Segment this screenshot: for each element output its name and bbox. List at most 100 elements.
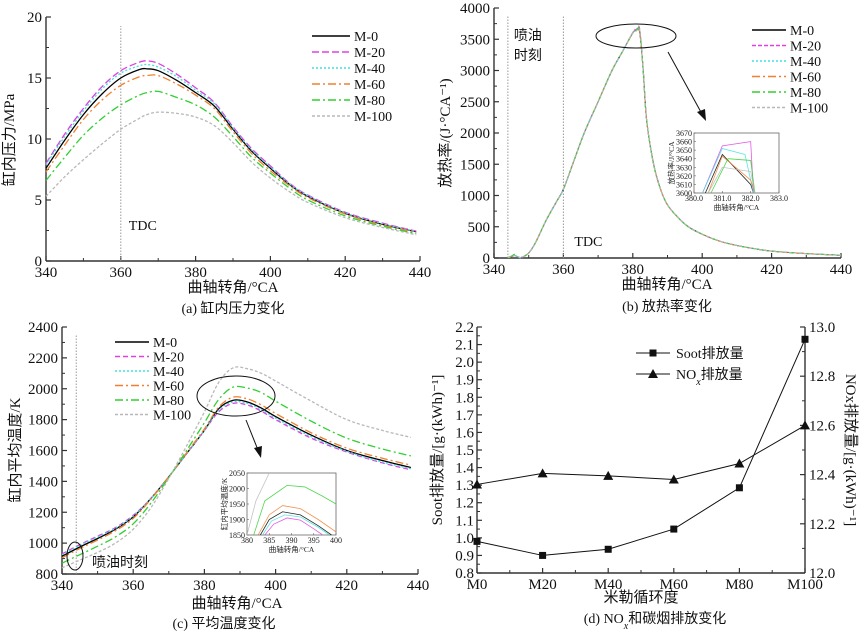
panel-b-ytick-label: 4000 (460, 1, 490, 17)
panel-b-inset-series-m-20 (702, 141, 754, 193)
panel-d-ytick-left-label: 1.6 (455, 425, 474, 441)
panel-c-series-m-80 (61, 385, 412, 564)
panel-d-nox-point (734, 458, 745, 468)
panel-b-ytick-label: 1000 (460, 189, 490, 205)
panel-c-legend-label: M-20 (153, 351, 184, 366)
panel-c-legend-label: M-80 (153, 394, 184, 409)
panel-c-legend-label: M-100 (153, 409, 191, 424)
panel-b-arrow-head (697, 109, 706, 121)
panel-c-inset-series-m-40 (262, 514, 330, 535)
panel-d-ytick-left-label: 1.7 (455, 408, 474, 424)
panel-a-xtick-label: 400 (259, 265, 282, 281)
panel-b-legend-label: M-20 (790, 40, 821, 55)
panel-d-legend-nox-sub: x (695, 377, 701, 388)
panel-d-xtick-label: M80 (725, 577, 753, 593)
panel-b-ytick-label: 2000 (460, 126, 490, 142)
panel-c-inset-ytick-label: 1950 (229, 500, 245, 509)
panel-c-ytick-label: 2200 (28, 351, 58, 367)
panel-a-series-m-60 (45, 74, 417, 233)
panel-d-nox-point (800, 420, 810, 430)
panel-c-inset-xtick-label: 390 (286, 536, 298, 545)
panel-a-ylabel: 缸内压力/MPa (0, 93, 18, 186)
panel-c-caption: (c) 平均温度变化 (172, 616, 275, 632)
panel-c-ytick-label: 1000 (28, 536, 58, 552)
panel-d-legend-marker-soot (649, 349, 657, 357)
panel-b-inset-frame (693, 132, 780, 194)
panel-a-xlabel: 曲轴转角/°CA (187, 279, 278, 296)
panel-c-inset-series-m-100 (247, 473, 270, 535)
panel-a-legend-label: M-40 (354, 62, 385, 77)
panel-b-inset-xtick-label: 382.0 (742, 194, 760, 203)
panel-d-ytick-right-label: 12.8 (809, 369, 835, 385)
panel-c-inset-series-m-0 (260, 511, 332, 535)
panel-d-caption-part2: 和碳烟排放变化 (628, 611, 726, 627)
panel-b-inset-ytick-label: 3620 (676, 172, 692, 181)
panel-c-xtick-label: 340 (51, 578, 74, 594)
panel-d-xtick-label: M60 (660, 577, 688, 593)
panel-d-ytick-right-label: 13.0 (809, 320, 835, 336)
panel-c-xtick-label: 420 (336, 578, 359, 594)
panel-b-inset-ytick-label: 3650 (676, 146, 692, 155)
panel-d-ytick-left-label: 1.0 (455, 531, 474, 547)
panel-b-ytick-label: 500 (468, 220, 491, 236)
panel-b-ytick-label: 3000 (460, 64, 490, 80)
panel-c-ylabel: 缸内平均温度/K (6, 397, 24, 502)
panel-a-ytick-label: 5 (35, 193, 43, 209)
panel-d-nox-point (472, 479, 482, 489)
panel-c-inset-frame (246, 472, 337, 536)
panel-b-ytick-label: 1500 (460, 157, 490, 173)
panel-b-inset-series-m-80 (710, 158, 756, 193)
panel-c-injection-highlight (66, 541, 84, 571)
panel-c-series-m-100 (61, 366, 412, 569)
panel-d-ytick-left-label: 1.5 (455, 443, 474, 459)
panel-d-legend-nox-part2: 排放量 (701, 367, 743, 383)
panel-d-ytick-left-label: 2.0 (455, 355, 474, 371)
panel-d-series-nox (476, 424, 806, 485)
panel-b-inset-series-m-60 (707, 155, 756, 193)
panel-d-ytick-left-label: 1.2 (455, 496, 474, 512)
panel-d-caption-part1: (d) NO (584, 612, 624, 627)
panel-b-xtick-label: 380 (622, 262, 645, 278)
panel-d-ytick-left-label: 1.9 (455, 373, 474, 389)
panel-c-xtick-label: 380 (193, 578, 216, 594)
panel-a-legend-label: M-20 (354, 46, 385, 61)
panel-d-ytick-left-label: 2.2 (455, 320, 474, 336)
panel-c-peak-highlight (196, 375, 276, 417)
panel-b-ytick-label: 2500 (460, 95, 490, 111)
panel-c-xtick-label: 440 (407, 578, 430, 594)
panel-d-soot-point (604, 545, 612, 553)
panel-b-inset-series (702, 141, 756, 193)
panel-b-inset-series-m-40 (702, 147, 754, 193)
panel-c-legend-label: M-40 (153, 365, 184, 380)
panel-c-inset-ylabel: 缸内平均温度/K (219, 477, 229, 530)
panel-a-tdc-label: TDC (129, 219, 157, 234)
panel-d-legend-label-soot: Soot排放量 (676, 346, 744, 362)
panel-c-xtick-label: 400 (264, 578, 287, 594)
panel-d-ytick-right-label: 12.4 (809, 468, 836, 484)
panel-b-ytick-label: 3500 (460, 32, 490, 48)
panel-d-ytick-left-label: 1.3 (455, 478, 474, 494)
panel-a-caption: (a) 缸内压力变化 (181, 300, 284, 317)
panel-b-inset-ytick-label: 3630 (676, 163, 692, 172)
panel-c-arrow-head (254, 446, 262, 458)
panel-b-legend-label: M-0 (790, 24, 814, 39)
panel-b-inset-ytick-label: 3660 (676, 138, 692, 147)
panel-b-xtick-label: 420 (760, 262, 783, 278)
panel-c-ytick-label: 1800 (28, 413, 58, 429)
panel-b-xtick-label: 360 (552, 262, 575, 278)
panel-d-ytick-left-label: 0.8 (455, 566, 474, 582)
panel-c-inset-xtick-label: 380 (241, 536, 253, 545)
panel-a-legend-label: M-100 (354, 110, 392, 125)
panel-c-ytick-label: 800 (36, 567, 59, 583)
panel-b-legend-label: M-100 (790, 102, 828, 117)
panel-c-inset-xtick-label: 395 (308, 536, 320, 545)
panel-a-xtick-label: 340 (35, 265, 58, 281)
panel-a-ytick-label: 15 (27, 71, 42, 87)
panel-a-legend-label: M-0 (354, 30, 378, 45)
panel-d-ytick-left-label: 1.1 (455, 513, 474, 529)
panel-d-nox-point (603, 470, 614, 480)
panel-d-soot-point (473, 537, 481, 545)
panel-a-xtick-label: 360 (110, 265, 133, 281)
panel-c-mean-temperature: 曲轴转角/°CA (c) 平均温度变化 缸内平均温度/K 340 360 380 40… (6, 320, 429, 632)
